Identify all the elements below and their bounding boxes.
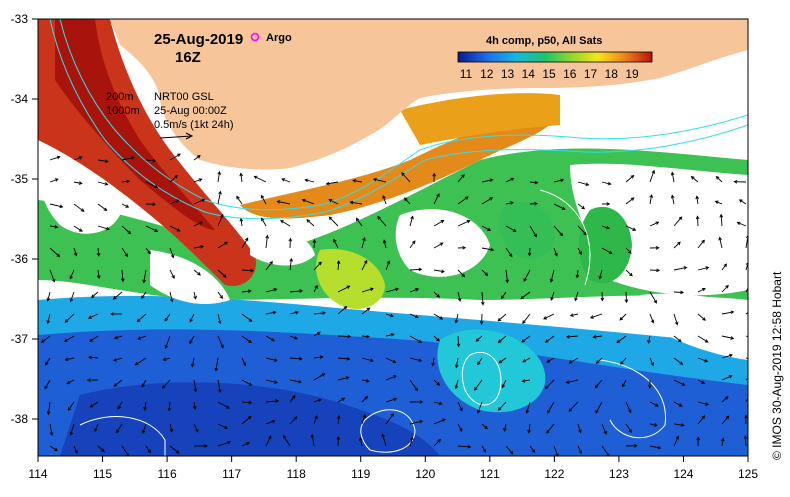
y-tick-label: -33 xyxy=(11,12,29,26)
map-time: 16Z xyxy=(175,49,201,66)
colorbar-tick-label: 17 xyxy=(584,67,598,81)
colorbar-title: 4h comp, p50, All Sats xyxy=(486,35,602,47)
current-arrowhead-icon xyxy=(750,374,753,377)
isobath-200m-label: 200m xyxy=(106,91,134,103)
x-tick-label: 118 xyxy=(287,467,306,481)
isobath-1000m-label: 1000m xyxy=(106,105,140,117)
y-tick-label: -34 xyxy=(11,92,29,106)
x-tick-label: 114 xyxy=(28,467,47,481)
y-tick-label: -38 xyxy=(11,412,29,426)
credit-text: © IMOS 30-Aug-2019 12:58 Hobart xyxy=(770,271,784,460)
colorbar-tick-label: 19 xyxy=(625,67,639,81)
colorbar-tick-label: 11 xyxy=(460,67,473,81)
x-axis: 114 115 116 117 118 119 120 121 122 123 124 125 xyxy=(28,456,758,481)
x-tick-label: 124 xyxy=(673,467,693,481)
product-label: NRT00 GSL xyxy=(154,91,214,103)
colorbar xyxy=(458,52,652,62)
map-date: 25-Aug-2019 xyxy=(154,31,243,48)
colorbar-ticks: 11 12 13 14 15 16 17 18 19 xyxy=(460,67,639,81)
colorbar-tick-label: 16 xyxy=(563,67,577,81)
velocity-scale-label: 0.5m/s (1kt 24h) xyxy=(154,119,233,131)
colorbar-tick-label: 13 xyxy=(501,67,515,81)
product-date: 25-Aug 00:00Z xyxy=(154,105,227,117)
colorbar-tick-label: 15 xyxy=(542,67,556,81)
current-arrowhead-icon xyxy=(756,359,759,362)
x-tick-label: 115 xyxy=(93,467,112,481)
colorbar-tick-label: 18 xyxy=(605,67,619,81)
x-tick-label: 125 xyxy=(738,467,758,481)
map-plot-area xyxy=(38,19,759,457)
x-tick-label: 120 xyxy=(415,467,435,481)
x-tick-label: 117 xyxy=(222,467,241,481)
y-axis: -33 -34 -35 -36 -37 -38 xyxy=(11,12,38,426)
colorbar-tick-label: 12 xyxy=(480,67,494,81)
y-tick-label: -36 xyxy=(11,252,29,266)
x-tick-label: 119 xyxy=(351,467,370,481)
argo-label: Argo xyxy=(266,32,292,44)
x-tick-label: 123 xyxy=(609,467,629,481)
colorbar-tick-label: 14 xyxy=(522,67,536,81)
current-arrowhead-icon xyxy=(755,338,758,341)
x-tick-label: 121 xyxy=(480,467,500,481)
y-tick-label: -35 xyxy=(11,172,29,186)
y-tick-label: -37 xyxy=(11,332,29,346)
current-arrowhead-icon xyxy=(752,307,755,310)
x-tick-label: 116 xyxy=(158,467,177,481)
x-tick-label: 122 xyxy=(544,467,564,481)
